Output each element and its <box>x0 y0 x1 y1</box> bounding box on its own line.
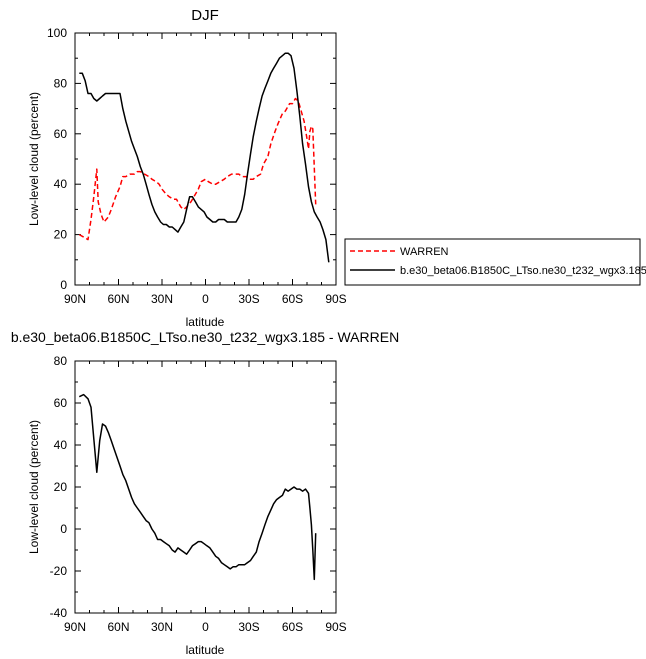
x-tick-label: 90N <box>64 620 86 634</box>
top-chart-ticks: 90N 60N 30N 0 30S 60S 90S 0 20 40 60 80 100 <box>47 26 347 306</box>
top-chart: DJF Low-level cloud (percent) latitude 9… <box>27 7 347 329</box>
y-tick-label: 0 <box>60 522 67 536</box>
top-chart-title: DJF <box>191 7 219 24</box>
bottom-chart-plot-frame <box>74 360 337 614</box>
x-tick-label: 30S <box>238 620 259 634</box>
y-tick-label: 60 <box>54 127 68 141</box>
x-tick-label: 90S <box>325 620 346 634</box>
y-tick-label: 80 <box>54 76 68 90</box>
y-tick-label: -20 <box>50 564 68 578</box>
y-tick-label: 40 <box>54 177 68 191</box>
x-tick-label: 0 <box>202 292 209 306</box>
legend-label-warren: WARREN <box>400 246 449 258</box>
top-chart-x-axis-label: latitude <box>186 315 225 329</box>
bottom-chart-series <box>78 393 317 581</box>
series-line-0 <box>78 393 317 581</box>
x-tick-label: 60N <box>107 292 129 306</box>
y-tick-label: 0 <box>60 278 67 292</box>
bottom-chart: b.e30_beta06.B1850C_LTso.ne30_t232_wgx3.… <box>11 329 399 657</box>
legend-box <box>344 238 641 286</box>
top-chart-plot-frame <box>74 32 337 286</box>
legend-label-model: b.e30_beta06.B1850C_LTso.ne30_t232_wgx3.… <box>400 265 646 277</box>
top-chart-legend: WARREN b.e30_beta06.B1850C_LTso.ne30_t23… <box>344 238 646 286</box>
y-tick-label: 40 <box>54 438 68 452</box>
x-tick-label: 60N <box>107 620 129 634</box>
y-tick-label: 20 <box>54 480 68 494</box>
x-tick-label: 90N <box>64 292 86 306</box>
y-tick-label: 80 <box>54 354 68 368</box>
x-tick-label: 0 <box>202 620 209 634</box>
x-tick-label: 30N <box>151 292 173 306</box>
top-chart-y-axis-label: Low-level cloud (percent) <box>27 92 41 226</box>
top-chart-series <box>78 52 330 263</box>
x-tick-label: 90S <box>325 292 346 306</box>
bottom-chart-x-axis-label: latitude <box>186 643 225 657</box>
bottom-chart-title: b.e30_beta06.B1850C_LTso.ne30_t232_wgx3.… <box>11 329 399 345</box>
y-tick-label: 60 <box>54 396 68 410</box>
x-tick-label: 30S <box>238 292 259 306</box>
bottom-chart-ticks: 90N 60N 30N 0 30S 60S 90S -40 -20 0 20 40 60 80 <box>50 354 347 634</box>
y-tick-label: -40 <box>50 606 68 620</box>
bottom-chart-y-axis-label: Low-level cloud (percent) <box>27 420 41 554</box>
y-tick-label: 100 <box>47 26 67 40</box>
series-line-1 <box>79 52 330 263</box>
series-line-0 <box>78 97 317 241</box>
x-tick-label: 30N <box>151 620 173 634</box>
x-tick-label: 60S <box>282 620 303 634</box>
x-tick-label: 60S <box>282 292 303 306</box>
y-tick-label: 20 <box>54 228 68 242</box>
